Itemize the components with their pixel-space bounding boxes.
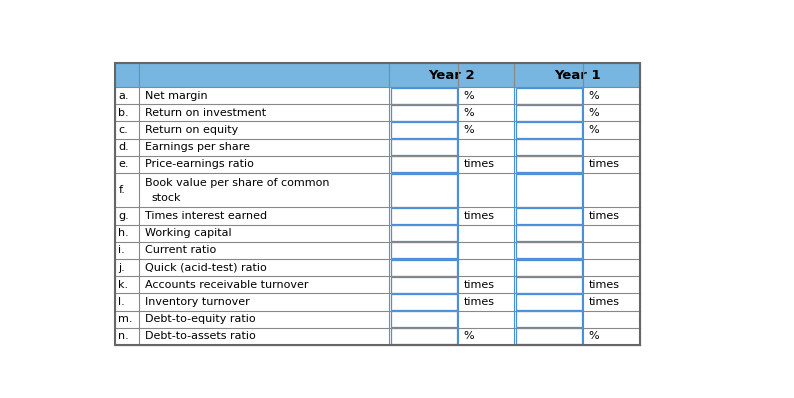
Bar [516, 328, 582, 344]
Bar [516, 174, 582, 207]
Text: times: times [463, 160, 495, 170]
Bar [516, 294, 582, 310]
Bar [114, 121, 640, 139]
Bar [114, 173, 640, 207]
Text: a.: a. [118, 91, 129, 101]
Text: times: times [588, 280, 619, 290]
Bar [516, 139, 582, 155]
Text: %: % [588, 91, 599, 101]
Bar [516, 122, 582, 138]
Text: %: % [463, 332, 474, 341]
Bar [391, 122, 457, 138]
Bar [516, 105, 582, 121]
Text: times: times [463, 280, 495, 290]
Text: Return on equity: Return on equity [145, 125, 238, 135]
Text: n.: n. [118, 332, 129, 341]
Bar [516, 156, 582, 172]
Bar [114, 104, 640, 121]
Bar [391, 242, 457, 258]
Text: g.: g. [118, 211, 129, 221]
Text: Times interest earned: Times interest earned [145, 211, 268, 221]
Text: k.: k. [118, 280, 129, 290]
Text: i.: i. [118, 246, 125, 256]
Bar [391, 277, 457, 293]
Text: %: % [588, 125, 599, 135]
Text: times: times [588, 211, 619, 221]
Bar [516, 225, 582, 241]
Bar [114, 293, 640, 310]
Text: Book value per share of common: Book value per share of common [145, 178, 330, 188]
Bar [114, 63, 640, 345]
Bar [114, 328, 640, 345]
Bar [391, 88, 457, 103]
Bar [516, 88, 582, 103]
Bar [114, 224, 640, 242]
Bar [114, 87, 640, 104]
Text: times: times [463, 211, 495, 221]
Text: Year 2: Year 2 [429, 68, 476, 82]
Bar [391, 311, 457, 327]
Text: Net margin: Net margin [145, 91, 208, 101]
Bar [114, 310, 640, 328]
Bar [391, 208, 457, 224]
Text: times: times [463, 297, 495, 307]
Text: m.: m. [118, 314, 133, 324]
Text: %: % [463, 125, 474, 135]
Text: j.: j. [118, 263, 125, 273]
Text: %: % [588, 108, 599, 118]
Text: %: % [463, 91, 474, 101]
Bar [114, 276, 640, 293]
Bar [391, 105, 457, 121]
Bar [114, 242, 640, 259]
Text: Debt-to-equity ratio: Debt-to-equity ratio [145, 314, 256, 324]
Text: Year 1: Year 1 [553, 68, 600, 82]
Bar [114, 259, 640, 276]
Bar [114, 207, 640, 224]
Text: Price-earnings ratio: Price-earnings ratio [145, 160, 254, 170]
Text: stock: stock [152, 193, 181, 203]
Bar [516, 208, 582, 224]
Bar [391, 294, 457, 310]
Bar [516, 242, 582, 258]
Text: b.: b. [118, 108, 129, 118]
Bar [516, 277, 582, 293]
Text: Earnings per share: Earnings per share [145, 142, 250, 152]
Text: d.: d. [118, 142, 129, 152]
Text: %: % [463, 108, 474, 118]
Bar [516, 311, 582, 327]
Bar [391, 225, 457, 241]
Bar [391, 139, 457, 155]
Text: Quick (acid-test) ratio: Quick (acid-test) ratio [145, 263, 267, 273]
Bar [114, 139, 640, 156]
Bar [391, 174, 457, 207]
Text: Current ratio: Current ratio [145, 246, 217, 256]
Text: l.: l. [118, 297, 125, 307]
Text: Accounts receivable turnover: Accounts receivable turnover [145, 280, 309, 290]
Text: c.: c. [118, 125, 128, 135]
Text: h.: h. [118, 228, 129, 238]
Text: Return on investment: Return on investment [145, 108, 267, 118]
Bar [391, 328, 457, 344]
Bar [114, 63, 640, 87]
Bar [114, 156, 640, 173]
Text: %: % [588, 332, 599, 341]
Text: e.: e. [118, 160, 129, 170]
Text: Debt-to-assets ratio: Debt-to-assets ratio [145, 332, 256, 341]
Text: Inventory turnover: Inventory turnover [145, 297, 250, 307]
Text: times: times [588, 160, 619, 170]
Bar [391, 156, 457, 172]
Bar [516, 259, 582, 276]
Text: Working capital: Working capital [145, 228, 232, 238]
Bar [391, 259, 457, 276]
Text: f.: f. [118, 185, 125, 195]
Text: times: times [588, 297, 619, 307]
